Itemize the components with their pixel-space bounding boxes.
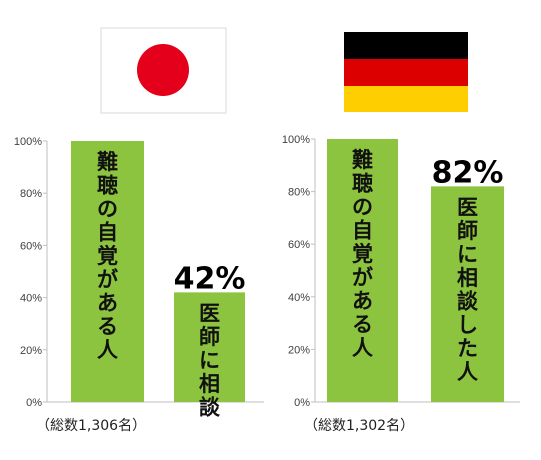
- bar-category-label: る: [352, 313, 373, 337]
- y-tick-label: 20%: [288, 344, 310, 356]
- bar-category-label: 談: [199, 395, 221, 419]
- bar-category-label: あ: [97, 291, 118, 315]
- bar-category-label: 聴: [352, 172, 373, 196]
- bar-category-label: に: [199, 348, 220, 372]
- bar-category-label: が: [97, 268, 118, 292]
- japan-footnote: （総数1,306名）: [36, 418, 146, 434]
- bar-category-label: 相: [199, 372, 220, 396]
- bar-category-label: た: [457, 336, 478, 360]
- bar-category-label: し: [457, 313, 478, 337]
- bar-category-label: 覚: [352, 242, 373, 266]
- bar-category-label: 難: [352, 148, 373, 172]
- y-tick-label: 40%: [20, 293, 42, 305]
- bar-category-label: の: [97, 197, 118, 221]
- bar-category-label: 談: [457, 289, 479, 313]
- bar-category-label: あ: [352, 289, 373, 313]
- y-tick-label: 40%: [288, 292, 310, 304]
- germany-flag: [344, 32, 468, 112]
- y-tick-label: 0%: [294, 397, 310, 409]
- bar: [174, 292, 245, 402]
- y-tick-label: 0%: [26, 397, 42, 409]
- japan-flag: [100, 27, 227, 114]
- bar-category-label: が: [352, 266, 373, 290]
- bar-category-label: る: [97, 315, 118, 339]
- y-tick-label: 60%: [288, 239, 310, 251]
- bar: [327, 139, 398, 402]
- y-tick-label: 60%: [20, 240, 42, 252]
- y-tick-label: 80%: [288, 187, 310, 199]
- bar-category-label: に: [457, 242, 478, 266]
- germany-flag-black-stripe: [344, 32, 468, 59]
- bar-category-label: 人: [352, 336, 373, 360]
- bar-data-label: 82%: [432, 155, 504, 190]
- y-tick-label: 100%: [14, 136, 42, 148]
- germany-flag-gold-stripe: [344, 86, 468, 112]
- bar-category-label: 医: [199, 301, 220, 325]
- bar-category-label: 人: [97, 338, 118, 362]
- bar: [431, 186, 504, 402]
- bar-category-label: 自: [352, 219, 373, 243]
- bar-category-label: 難: [97, 150, 118, 174]
- y-tick-label: 100%: [282, 134, 310, 146]
- bar-category-label: 人: [457, 360, 478, 384]
- bar-category-label: 師: [199, 325, 220, 349]
- bar-category-label: 師: [457, 219, 478, 243]
- y-tick-label: 20%: [20, 345, 42, 357]
- bar-data-label: 42%: [174, 261, 246, 296]
- germany-footnote: （総数1,302名）: [304, 418, 414, 434]
- bar-category-label: 医: [457, 195, 478, 219]
- japan-flag-disc: [137, 44, 189, 96]
- germany-flag-red-stripe: [344, 59, 468, 86]
- bar-category-label: 覚: [97, 244, 118, 268]
- bar-category-label: 聴: [97, 174, 118, 198]
- bar-category-label: 相: [457, 266, 478, 290]
- bar: [71, 141, 144, 402]
- y-tick-label: 80%: [20, 188, 42, 200]
- bar-category-label: の: [352, 195, 373, 219]
- bar-category-label: 自: [97, 221, 118, 245]
